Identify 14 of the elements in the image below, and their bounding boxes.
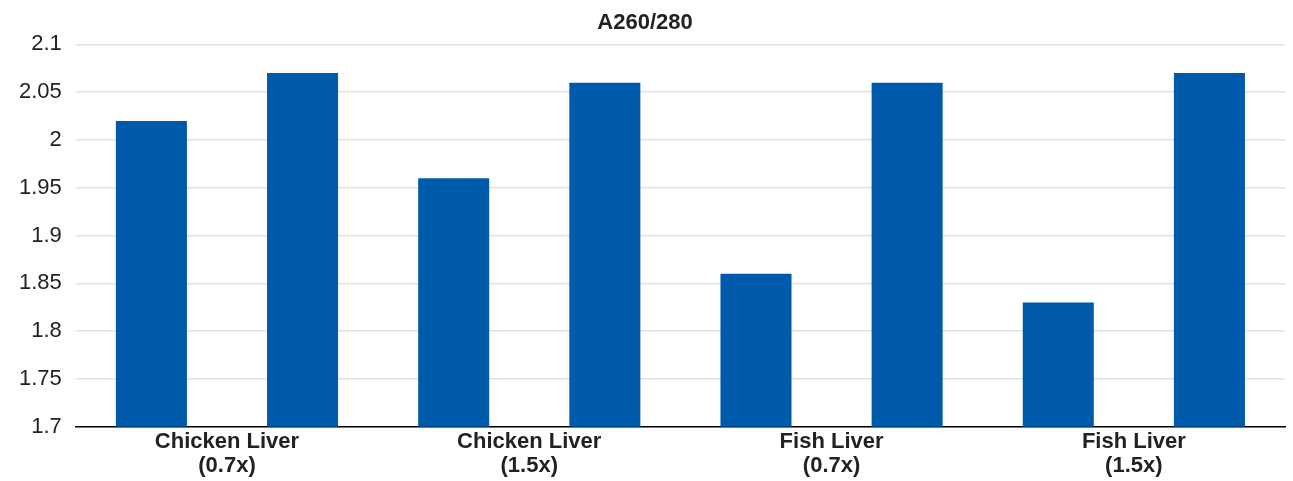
- y-tick-label: 2.1: [31, 30, 62, 56]
- y-tick-label: 1.7: [31, 412, 62, 438]
- y-tick-label: 1.75: [18, 365, 62, 391]
- x-tick-label: Fish Liver (1.5x): [1081, 428, 1187, 477]
- y-tick-label: 1.85: [18, 269, 62, 295]
- x-tick-label: Chicken Liver (1.5x): [457, 428, 602, 477]
- x-tick-label: Fish Liver (0.7x): [779, 428, 884, 477]
- y-tick-label: 1.95: [18, 173, 62, 199]
- chart-title: A260/280: [597, 9, 693, 35]
- y-tick-label: 2.05: [18, 78, 62, 104]
- y-tick-label: 1.8: [31, 317, 62, 343]
- y-tick-label: 2: [49, 126, 62, 152]
- x-tick-label: Chicken Liver (0.7x): [154, 428, 300, 477]
- y-tick-label: 1.9: [31, 221, 62, 247]
